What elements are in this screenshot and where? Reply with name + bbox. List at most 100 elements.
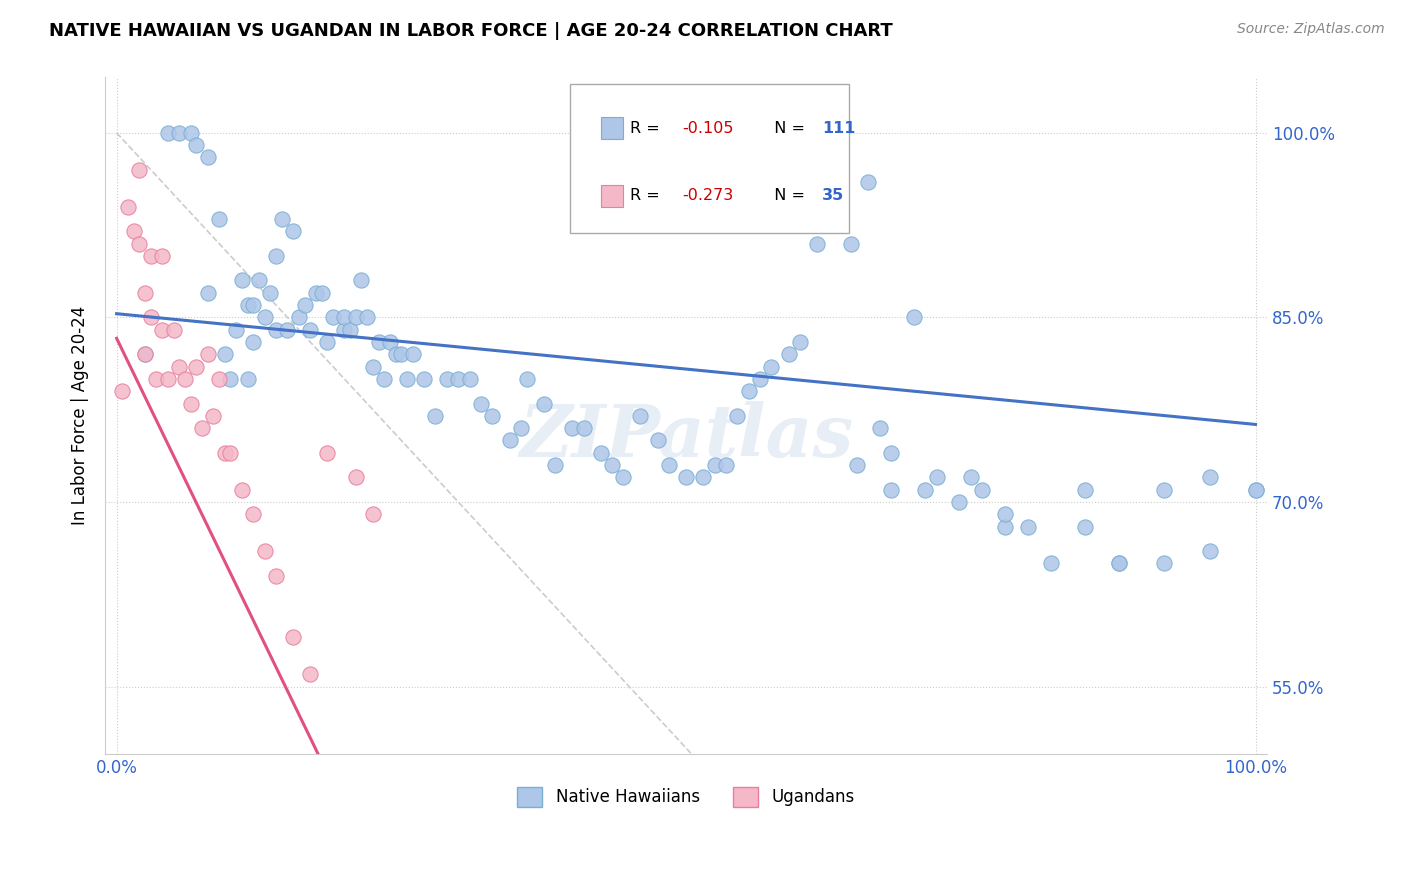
Text: Source: ZipAtlas.com: Source: ZipAtlas.com (1237, 22, 1385, 37)
Point (658, 458, 681, 472)
Point (544, 458, 567, 472)
Point (749, 372, 772, 386)
Text: N =: N = (763, 188, 810, 203)
Point (288, 310, 311, 325)
Point (242, 334, 264, 349)
Point (402, 347, 425, 361)
Point (264, 249, 287, 263)
Point (339, 323, 361, 337)
Point (167, 126, 190, 140)
Point (219, 372, 242, 386)
Point (214, 347, 236, 361)
Point (470, 396, 492, 410)
Point (675, 470, 697, 484)
Point (316, 334, 339, 349)
Point (186, 359, 208, 374)
Point (150, 323, 173, 337)
Point (361, 508, 384, 522)
Point (1153, 483, 1175, 497)
Point (139, 310, 162, 325)
Point (367, 334, 389, 349)
Point (903, 310, 925, 325)
Point (845, 458, 868, 472)
Point (703, 458, 725, 472)
Point (134, 285, 156, 300)
Point (447, 372, 470, 386)
Point (253, 544, 276, 558)
Text: -0.105: -0.105 (682, 120, 734, 136)
Point (150, 249, 173, 263)
Point (156, 372, 179, 386)
Text: R =: R = (630, 120, 665, 136)
Point (128, 236, 150, 251)
Point (1244, 483, 1267, 497)
Point (186, 138, 208, 153)
Point (122, 224, 145, 238)
Text: ■: ■ (602, 119, 623, 138)
Point (647, 434, 669, 448)
Point (516, 372, 538, 386)
Point (738, 384, 761, 399)
Text: -0.273: -0.273 (682, 188, 734, 203)
Point (281, 224, 304, 238)
Point (1073, 483, 1095, 497)
Point (145, 372, 167, 386)
Point (197, 347, 219, 361)
Legend: Native Hawaiians, Ugandans: Native Hawaiians, Ugandans (510, 780, 862, 814)
Point (264, 323, 287, 337)
Y-axis label: In Labor Force | Age 20-24: In Labor Force | Age 20-24 (72, 306, 89, 525)
Point (630, 409, 652, 423)
Point (436, 372, 458, 386)
FancyBboxPatch shape (569, 84, 849, 233)
Point (167, 359, 190, 374)
Point (316, 446, 339, 460)
Point (994, 519, 1017, 533)
Point (425, 409, 447, 423)
Point (789, 334, 811, 349)
Point (231, 483, 253, 497)
Text: R =: R = (630, 188, 665, 203)
Point (236, 372, 259, 386)
Point (561, 421, 583, 435)
Point (156, 126, 179, 140)
Point (311, 285, 333, 300)
Point (174, 372, 197, 386)
Point (925, 470, 948, 484)
Point (197, 285, 219, 300)
Point (1108, 557, 1130, 571)
Point (869, 421, 891, 435)
Point (1244, 483, 1267, 497)
Point (208, 372, 231, 386)
Point (384, 347, 406, 361)
Point (880, 446, 903, 460)
Point (162, 323, 184, 337)
Point (134, 347, 156, 361)
Point (395, 372, 418, 386)
Point (322, 310, 344, 325)
Point (214, 446, 236, 460)
Point (242, 508, 264, 522)
Point (242, 298, 264, 312)
Point (180, 396, 202, 410)
Point (839, 236, 862, 251)
Point (692, 470, 714, 484)
Point (128, 162, 150, 177)
Point (344, 470, 367, 484)
Point (972, 483, 994, 497)
Point (202, 409, 225, 423)
Point (914, 483, 936, 497)
Point (276, 323, 298, 337)
Point (948, 495, 970, 509)
Point (389, 347, 412, 361)
Point (858, 175, 880, 189)
Point (281, 630, 304, 644)
Point (498, 434, 520, 448)
Point (413, 372, 436, 386)
Point (333, 310, 356, 325)
Point (572, 421, 595, 435)
Point (1153, 557, 1175, 571)
Point (994, 508, 1017, 522)
Point (225, 323, 247, 337)
Text: 35: 35 (823, 188, 844, 203)
Text: ■: ■ (602, 186, 623, 206)
